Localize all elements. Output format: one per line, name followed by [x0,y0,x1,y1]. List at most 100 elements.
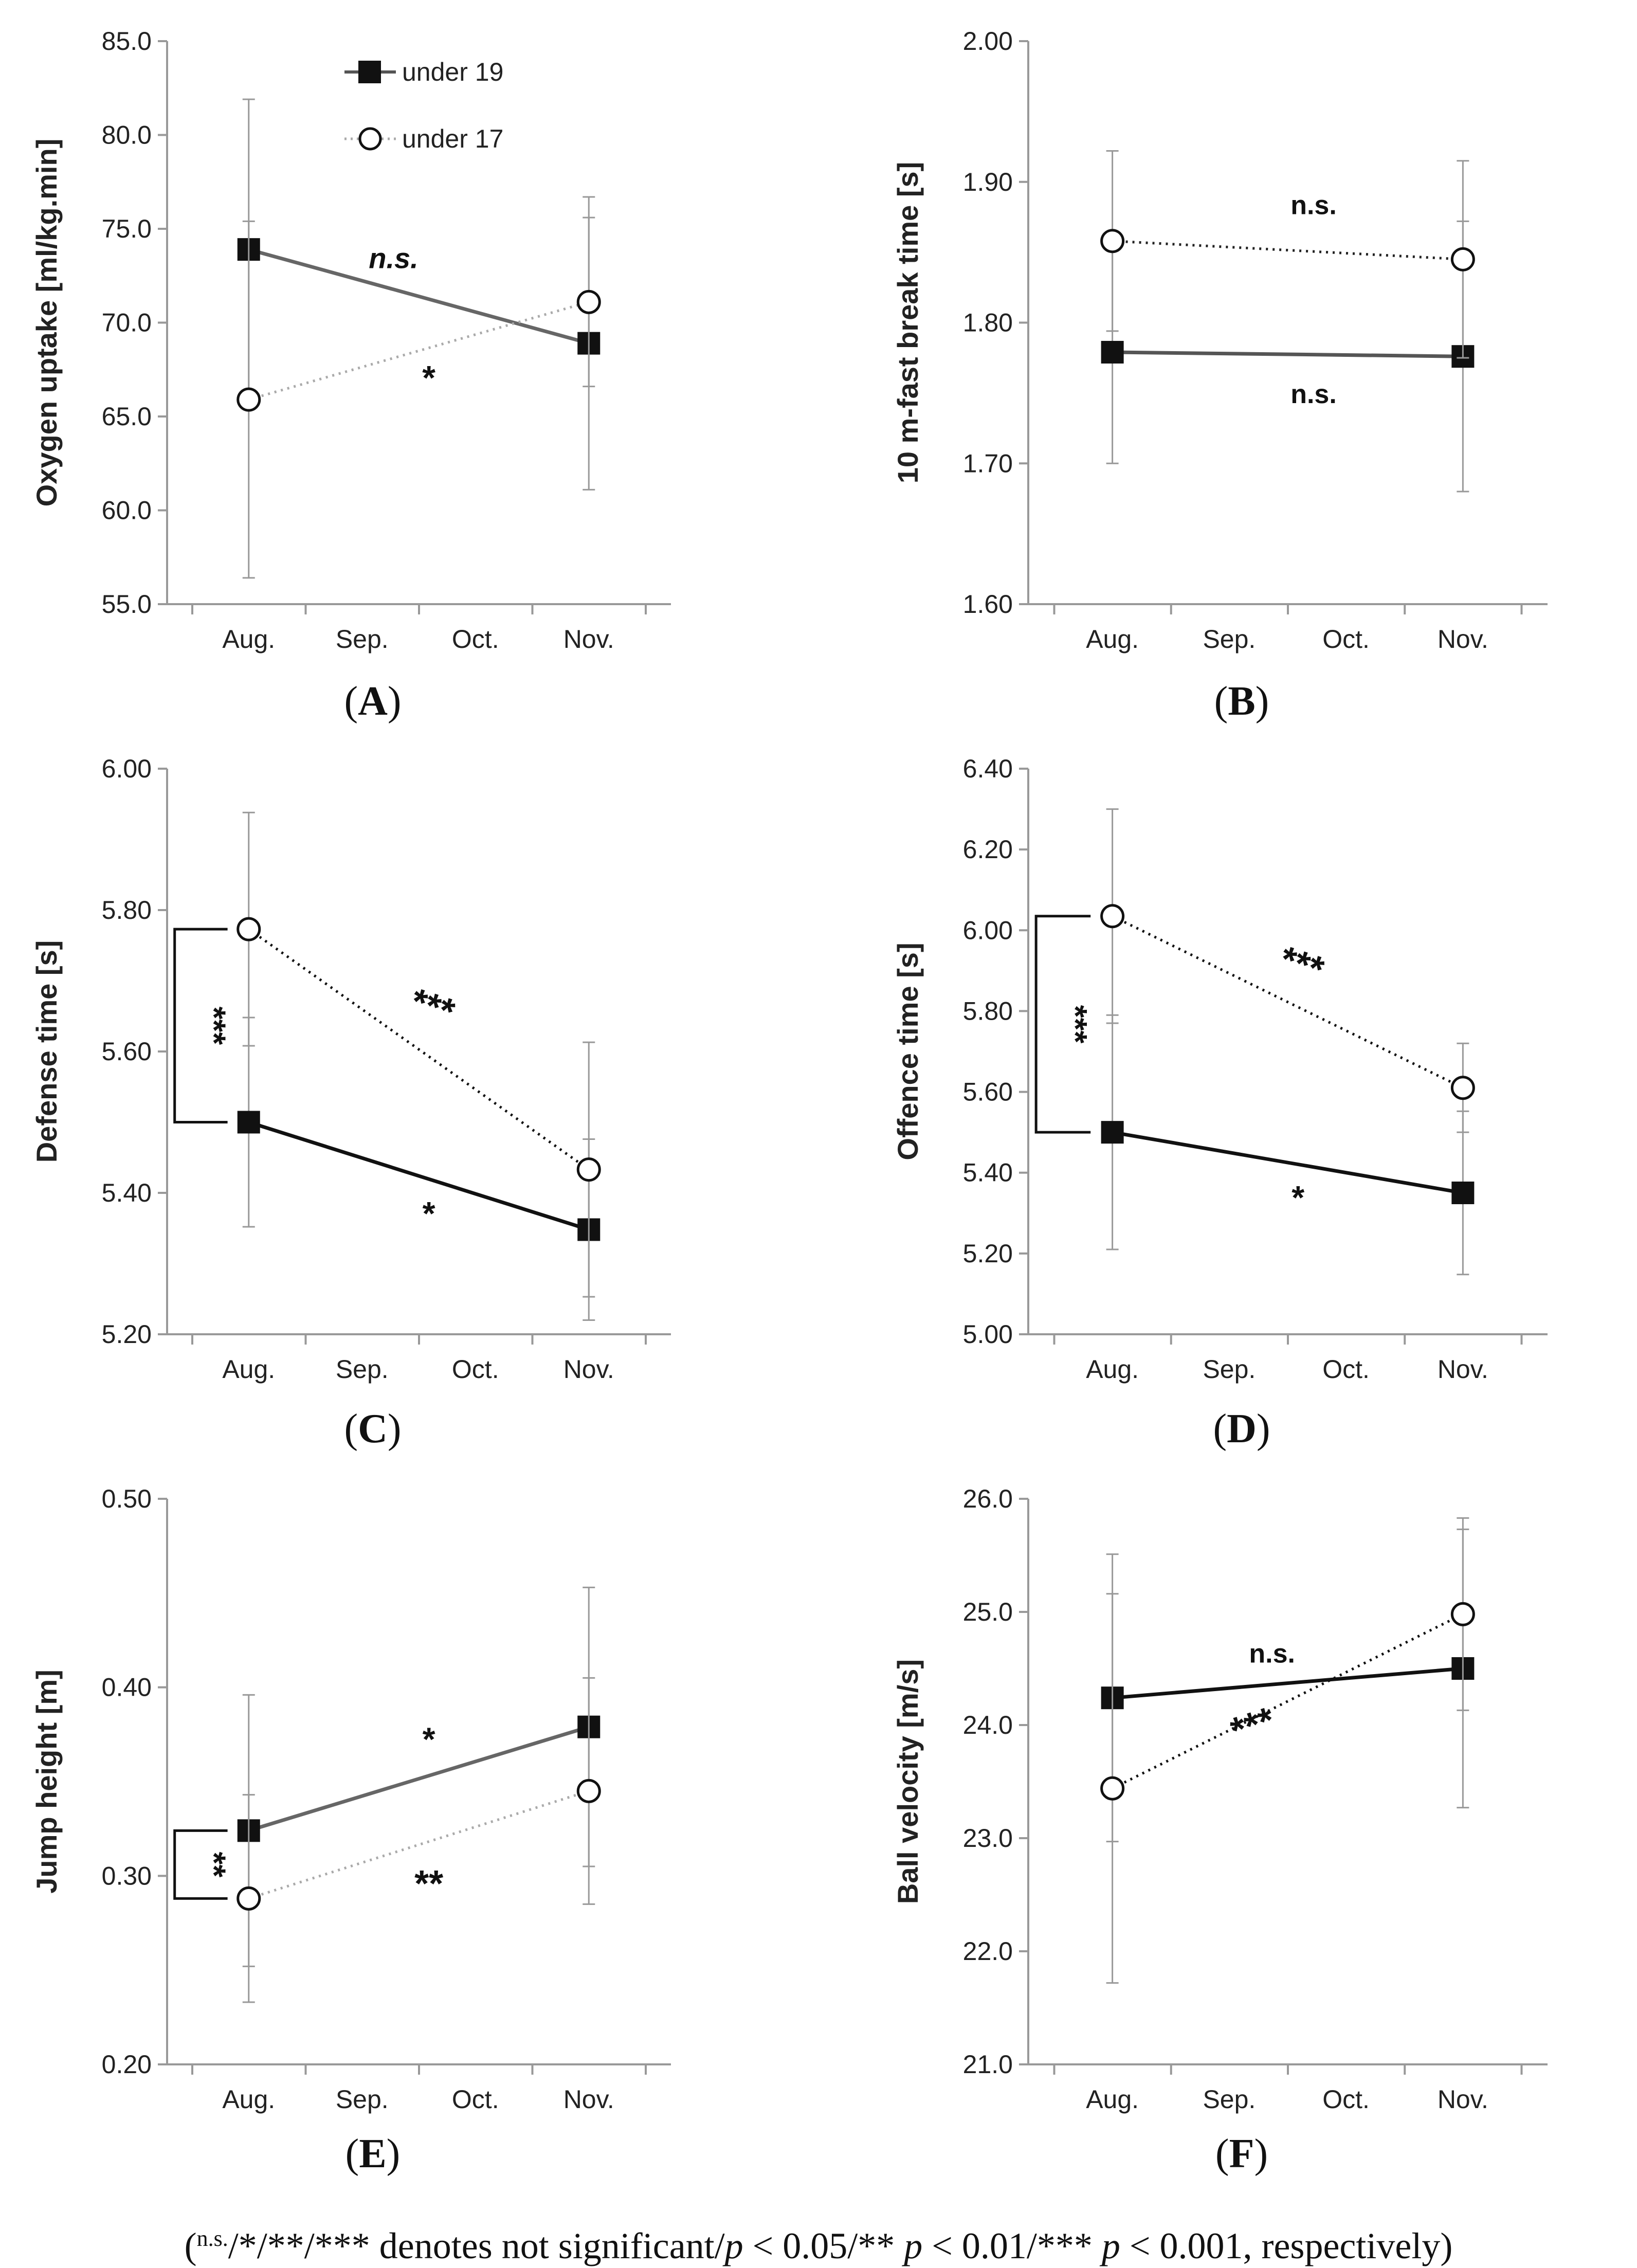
point-under17 [576,1779,601,1803]
caption-open: ( [185,2225,197,2266]
x-tick-label: Sep. [1203,625,1256,654]
caption-p1: p [722,2225,743,2266]
panel-label-close: ) [1257,1406,1270,1451]
y-tick-label: 60.0 [102,496,152,525]
y-axis-label: Ball velocity [m/s] [892,1659,924,1904]
point-under17 [237,917,261,941]
panel-label-open: ( [344,679,358,724]
caption-rest: /*/**/*** denotes not significant/ [228,2225,725,2266]
group-diff-bracket [173,1829,228,1900]
group-diff-bracket [1034,915,1091,1134]
panel-label-letter: F [1229,2131,1254,2176]
panel-label-letter: C [358,1406,388,1451]
x-tick-label: Oct. [1322,625,1370,654]
x-tick-label: Sep. [1203,2085,1256,2114]
y-axis-label: Defense time [s] [30,940,63,1163]
y-tick-label: 5.40 [102,1178,152,1207]
caption: (n.s./*/**/*** denotes not significant/p… [185,2225,1453,2266]
legend-under17-marker [358,127,382,151]
panel-d: 5.00 5.20 5.40 5.60 5.80 6.00 6.20 6.40 Aug. Sep.… [892,754,1548,1451]
y-axis-label: Oxygen uptake [ml/kg.min] [30,139,63,507]
x-tick-label: Nov. [1438,625,1488,654]
point-under19 [237,1111,260,1134]
point-under19 [1101,1121,1124,1144]
y-axis-label: Jump height [m] [30,1670,63,1894]
y-tick-label: 24.0 [963,1711,1013,1739]
y-tick-label: 70.0 [102,309,152,337]
point-under17 [1100,1776,1125,1801]
x-tick-label: Aug. [222,625,275,654]
significance-label: n.s. [369,242,418,274]
caption-t1: < 0.05/** [743,2225,904,2266]
x-tick-label: Sep. [336,1355,389,1384]
panel-label-open: ( [345,2131,359,2176]
significance-label: * [423,1721,435,1758]
series-under17-line [248,928,590,1171]
x-tick-label: Nov. [563,2085,614,2114]
y-tick-label: 23.0 [963,1824,1013,1853]
legend: under 19 under 17 [344,58,503,153]
y-tick-label: 75.0 [102,214,152,243]
significance-label: ** [414,1863,443,1904]
y-tick-label: 65.0 [102,402,152,431]
x-tick-label: Sep. [336,625,389,654]
caption-p3: p [1099,2225,1120,2266]
series-under17-line [248,300,589,401]
series-under17-line [1112,240,1463,261]
y-tick-label: 5.40 [963,1158,1013,1187]
panel-label: (D) [1213,1406,1270,1451]
x-tick-label: Aug. [1086,1355,1139,1384]
panel-label: (B) [1214,679,1269,724]
legend-under17-label: under 17 [402,124,503,153]
caption-t2: < 0.01/*** [922,2225,1102,2266]
x-tick-label: Sep. [336,2085,389,2114]
point-under17 [237,387,261,412]
y-axis-label: 10 m-fast break time [s] [892,162,924,484]
series-under19-line [248,1120,590,1231]
series-under19-line [248,247,590,346]
y-tick-label: 80.0 [102,121,152,150]
series-under19-line [1112,350,1463,358]
y-tick-label: 1.80 [963,309,1013,337]
y-tick-label: 21.0 [963,2050,1013,2079]
panel-label-open: ( [1215,2131,1229,2176]
x-tick-label: Nov. [563,625,614,654]
y-tick-label: 5.60 [102,1037,152,1066]
panel-label: (C) [344,1406,401,1451]
point-under17 [576,1157,601,1182]
y-tick-label: 1.60 [963,590,1013,619]
y-tick-label: 26.0 [963,1484,1013,1513]
panels-layer: 55.0 60.0 65.0 70.0 75.0 80.0 85.0 Aug. Sep. Oct.… [30,27,1548,2176]
point-under19 [1451,1182,1475,1204]
group-diff-bracket [173,928,228,1123]
panel-label-close: ) [388,1406,402,1451]
point-under19 [1101,340,1124,364]
panel-label-close: ) [1254,2131,1268,2176]
series-under19-line [1112,1130,1463,1195]
x-tick-label: Oct. [1322,2085,1370,2114]
x-tick-label: Sep. [1203,1355,1256,1384]
caption-p2: p [901,2225,922,2266]
legend-under19-label: under 19 [402,58,503,86]
panel-label-close: ) [387,2131,401,2176]
x-tick-label: Aug. [222,1355,275,1384]
significance-label: n.s. [1290,379,1337,409]
y-tick-label: 2.00 [963,27,1013,56]
x-tick-label: Nov. [1438,2085,1488,2114]
panel-label-letter: A [358,679,388,724]
y-tick-label: 0.20 [102,2050,152,2079]
significance-label: * [422,358,435,396]
point-under17 [1450,1602,1475,1626]
legend-under19-marker [358,61,381,83]
panel-e: 0.20 0.30 0.40 0.50 Aug. Sep. Oct. Nov. Jump hei… [30,1484,671,2176]
group-diff-label: *** [196,1006,233,1045]
panel-label: (E) [345,2131,401,2176]
point-under17 [576,289,601,314]
y-tick-label: 6.00 [102,754,152,783]
panel-label: (F) [1215,2131,1268,2176]
point-under17 [1450,247,1475,271]
y-tick-label: 1.90 [963,168,1013,196]
y-tick-label: 5.20 [102,1320,152,1349]
significance-label: * [423,1195,435,1232]
y-tick-label: 25.0 [963,1598,1013,1626]
